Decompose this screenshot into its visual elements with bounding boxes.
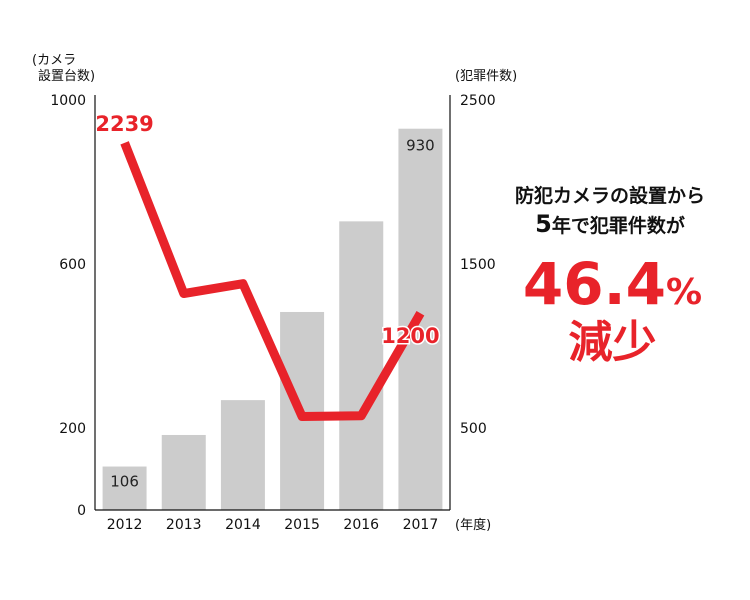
line-data-label: 2239 bbox=[95, 112, 153, 136]
x-tick-label: 2016 bbox=[343, 517, 379, 533]
x-tick-label: 2017 bbox=[403, 517, 439, 533]
headline-text: 防犯カメラの設置から 5年で犯罪件数が bbox=[495, 182, 725, 240]
right-axis-ticks: 500 1500 2500 bbox=[460, 93, 496, 437]
headline-line2: 5年で犯罪件数が bbox=[495, 210, 725, 240]
line-data-labels: 2239 1200 bbox=[95, 112, 441, 350]
x-tick-label: 2015 bbox=[284, 517, 320, 533]
x-axis-unit: (年度) bbox=[455, 517, 491, 533]
x-tick-label: 2014 bbox=[225, 517, 261, 533]
bar-2013 bbox=[161, 434, 206, 510]
headline-line1: 防犯カメラの設置から bbox=[514, 185, 705, 207]
bar-data-labels: 106 930 bbox=[110, 137, 434, 491]
x-axis-ticks: 2012 2013 2014 2015 2016 2017 bbox=[107, 517, 438, 533]
right-tick-label: 1500 bbox=[460, 257, 496, 273]
right-tick-label: 500 bbox=[460, 421, 487, 437]
bar-2016 bbox=[339, 221, 384, 511]
line-series-group bbox=[120, 141, 425, 422]
x-tick-label: 2012 bbox=[107, 517, 143, 533]
left-axis-unit-line1: (カメラ bbox=[32, 53, 76, 68]
headline-line2-text: 年で犯罪件数が bbox=[551, 215, 685, 237]
bar-series bbox=[102, 128, 443, 511]
decrease-percent: 46.4% bbox=[505, 252, 720, 325]
left-tick-label: 0 bbox=[77, 503, 86, 519]
left-tick-label: 200 bbox=[59, 421, 86, 437]
right-tick-label: 2500 bbox=[460, 93, 496, 109]
bar-2014 bbox=[220, 400, 265, 510]
bar-data-label: 106 bbox=[110, 473, 139, 491]
bar-2012 bbox=[102, 466, 147, 510]
left-axis-ticks: 0 200 600 1000 bbox=[50, 93, 86, 519]
left-tick-label: 600 bbox=[59, 257, 86, 273]
percent-sign: % bbox=[666, 272, 703, 313]
left-tick-label: 1000 bbox=[50, 93, 86, 109]
left-axis-unit-line2: 設置台数) bbox=[38, 68, 95, 84]
headline-years: 5 bbox=[535, 210, 552, 238]
bar-data-label: 930 bbox=[406, 137, 435, 155]
crime-count-line bbox=[120, 141, 425, 422]
decrease-label: 減少 bbox=[568, 317, 657, 368]
line-data-label: 1200 bbox=[381, 324, 439, 348]
x-tick-label: 2013 bbox=[166, 517, 202, 533]
decrease-percent-value: 46.4 bbox=[522, 250, 667, 318]
right-axis-unit: (犯罪件数) bbox=[455, 69, 517, 84]
